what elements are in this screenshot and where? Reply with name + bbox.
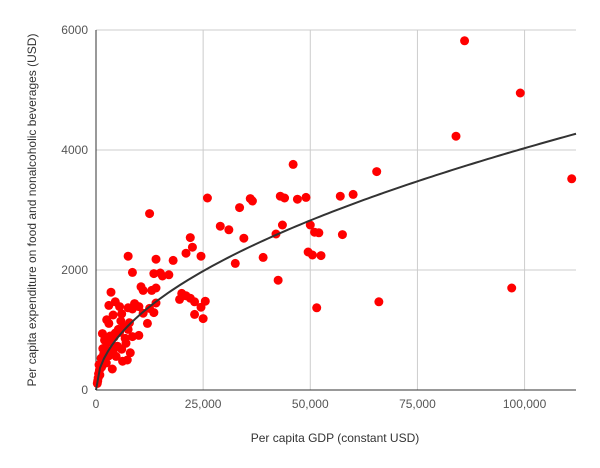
data-point — [515, 88, 525, 98]
x-tick-label: 100,000 — [503, 397, 547, 411]
data-points — [92, 36, 577, 388]
data-point — [149, 308, 159, 318]
data-point — [134, 302, 144, 312]
data-point — [247, 196, 257, 206]
x-tick-label: 75,000 — [399, 397, 436, 411]
data-point — [168, 255, 178, 265]
y-tick-label: 2000 — [61, 263, 88, 277]
data-point — [190, 309, 200, 319]
data-point — [316, 251, 326, 261]
data-point — [123, 303, 133, 313]
data-point — [374, 297, 384, 307]
data-point — [335, 191, 345, 201]
data-point — [104, 318, 114, 328]
data-point — [451, 131, 461, 141]
data-point — [116, 316, 126, 326]
data-point — [301, 192, 311, 202]
data-point — [151, 283, 161, 293]
data-point — [273, 275, 283, 285]
trendline — [95, 132, 577, 391]
data-point — [235, 203, 245, 213]
x-tick-label: 50,000 — [292, 397, 329, 411]
data-point — [124, 318, 134, 328]
data-point — [312, 303, 322, 313]
tick-labels: 0 2000 4000 6000 0 25,000 50,000 75,000 100,000 — [61, 23, 546, 411]
data-point — [288, 159, 298, 169]
data-point — [239, 233, 249, 243]
y-tick-label: 6000 — [61, 23, 88, 37]
data-point — [125, 348, 135, 358]
data-point — [145, 209, 155, 219]
y-tick-label: 4000 — [61, 143, 88, 157]
data-point — [292, 194, 302, 204]
data-point — [187, 242, 197, 252]
data-point — [120, 333, 130, 343]
data-point — [115, 302, 125, 312]
y-tick-label: 0 — [81, 383, 88, 397]
data-point — [117, 309, 127, 319]
data-point — [127, 267, 137, 277]
y-axis-title: Per capita expenditure on food and nonal… — [25, 34, 39, 387]
data-point — [258, 252, 268, 262]
data-point — [98, 344, 108, 354]
data-point — [280, 193, 290, 203]
data-point — [305, 220, 315, 230]
data-point — [123, 251, 133, 261]
data-point — [190, 297, 200, 307]
axes — [95, 30, 576, 391]
data-point — [198, 314, 208, 324]
data-point — [224, 225, 234, 235]
data-point — [277, 220, 287, 230]
data-point — [372, 167, 382, 177]
data-point — [337, 230, 347, 240]
data-point — [108, 310, 118, 320]
data-point — [314, 228, 324, 238]
data-point — [215, 221, 225, 231]
x-tick-label: 25,000 — [185, 397, 222, 411]
data-point — [151, 254, 161, 264]
data-point — [567, 174, 577, 184]
data-point — [202, 193, 212, 203]
data-point — [111, 351, 121, 361]
data-point — [181, 248, 191, 258]
data-point — [113, 324, 123, 334]
data-point — [105, 331, 115, 341]
data-point — [175, 294, 185, 304]
data-point — [307, 250, 317, 260]
data-point — [122, 355, 132, 365]
trendline-layer — [95, 132, 577, 391]
data-point — [185, 233, 195, 243]
data-point — [134, 330, 144, 340]
x-tick-label: 0 — [93, 397, 100, 411]
data-point — [230, 258, 240, 268]
data-point — [106, 287, 116, 297]
data-point — [138, 285, 148, 295]
data-point — [348, 189, 358, 199]
gridlines — [96, 29, 576, 390]
data-point — [107, 364, 117, 374]
x-axis-title: Per capita GDP (constant USD) — [251, 431, 420, 445]
data-point — [196, 302, 206, 312]
data-point — [460, 36, 470, 46]
data-point — [157, 271, 167, 281]
data-point — [507, 283, 517, 293]
data-point — [142, 318, 152, 328]
data-point — [196, 251, 206, 261]
